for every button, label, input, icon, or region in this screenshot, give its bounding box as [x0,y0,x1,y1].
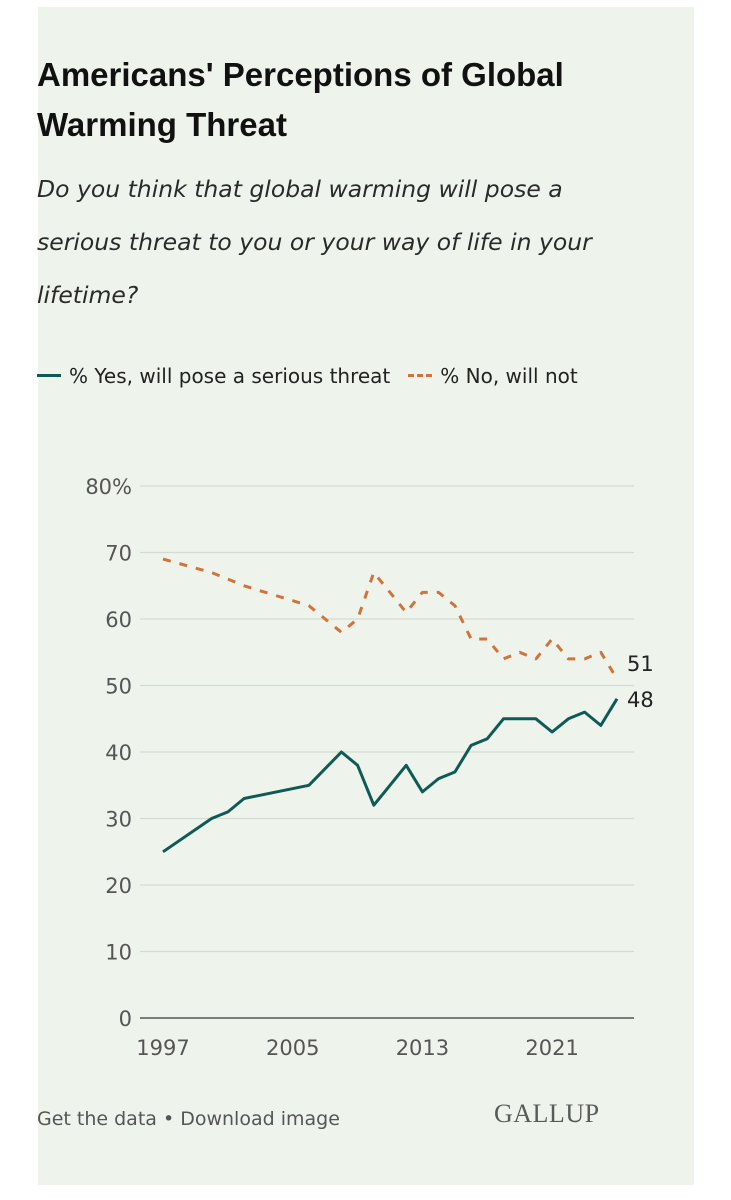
y-axis-ticks: 0 10 20 30 40 50 60 70 80% [85,475,132,1031]
series-line-no [162,557,619,680]
y-tick-label: 50 [105,675,132,699]
x-tick-label: 2013 [396,1036,449,1060]
gridlines [140,485,634,1019]
chart-title: Americans' Perceptions of Global Warming… [37,56,564,143]
y-tick-label: 0 [119,1007,132,1031]
legend-swatch-yes [37,374,61,377]
footer-links: Get the data • Download image [37,1108,340,1130]
y-tick-label: 60 [105,608,132,632]
legend-label-yes: % Yes, will pose a serious threat [69,364,391,388]
end-label-no: 51 [627,652,654,676]
y-tick-label: 80% [85,475,132,499]
chart-subtitle: Do you think that global warming will po… [37,175,592,309]
y-tick-label: 20 [105,874,132,898]
x-tick-label: 2005 [266,1036,319,1060]
x-tick-label: 2021 [525,1036,578,1060]
y-tick-label: 70 [105,542,132,566]
gallup-logo: GALLUP [494,1099,600,1128]
get-data-link[interactable]: Get the data [37,1108,157,1130]
x-axis-ticks: 1997 2005 2013 2021 [136,1036,579,1060]
end-labels: 48 51 [627,652,654,712]
legend: % Yes, will pose a serious threat % No, w… [37,357,647,396]
end-label-yes: 48 [627,688,654,712]
download-image-link[interactable]: Download image [180,1108,340,1130]
x-tick-label: 1997 [136,1036,189,1060]
series-line-yes [162,698,619,854]
y-tick-label: 30 [105,808,132,832]
legend-label-no: % No, will not [440,364,578,388]
series-lines [162,557,619,854]
footer-separator: • [156,1108,181,1130]
y-tick-label: 10 [105,941,132,965]
legend-swatch-no [408,374,433,377]
y-tick-label: 40 [105,741,132,765]
